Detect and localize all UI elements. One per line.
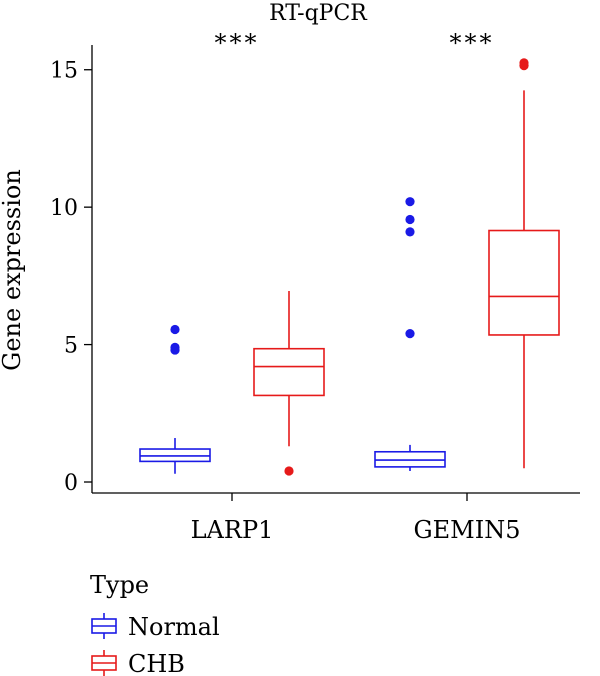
significance-label: ***	[215, 29, 260, 57]
outlier-point	[170, 342, 180, 352]
y-tick-label: 10	[50, 196, 78, 221]
significance-label: ***	[450, 29, 495, 57]
box-normal-gemin5	[374, 197, 446, 472]
outlier-point	[284, 466, 294, 476]
x-tick-label: GEMIN5	[413, 516, 520, 544]
outlier-point	[405, 197, 415, 207]
legend-entry-normal: Normal	[91, 613, 220, 641]
legend-title: Type	[90, 571, 149, 599]
iqr-box	[253, 347, 325, 397]
box-chb-gemin5	[488, 58, 560, 469]
plot-area: 0 5 10 15 LARP1 *** GEMIN5 ***	[50, 29, 580, 544]
outlier-point	[405, 227, 415, 237]
y-tick-label: 5	[64, 334, 78, 359]
iqr-box	[488, 229, 560, 336]
chart-title: RT-qPCR	[269, 1, 368, 26]
box-normal-larp1	[139, 324, 211, 474]
outlier-point	[170, 324, 180, 335]
legend: Type Normal CHB	[90, 571, 220, 676]
legend-entry-chb: CHB	[91, 650, 185, 676]
y-tick-label: 0	[64, 471, 78, 496]
box-chb-larp1	[253, 290, 325, 476]
legend-label: Normal	[128, 613, 220, 641]
y-axis-title: Gene expression	[0, 169, 26, 371]
outlier-point	[405, 328, 415, 339]
x-tick-label: LARP1	[191, 516, 274, 544]
outlier-point	[519, 58, 529, 68]
legend-label: CHB	[128, 650, 185, 676]
y-tick-label: 15	[50, 59, 78, 84]
outlier-point	[405, 214, 415, 225]
